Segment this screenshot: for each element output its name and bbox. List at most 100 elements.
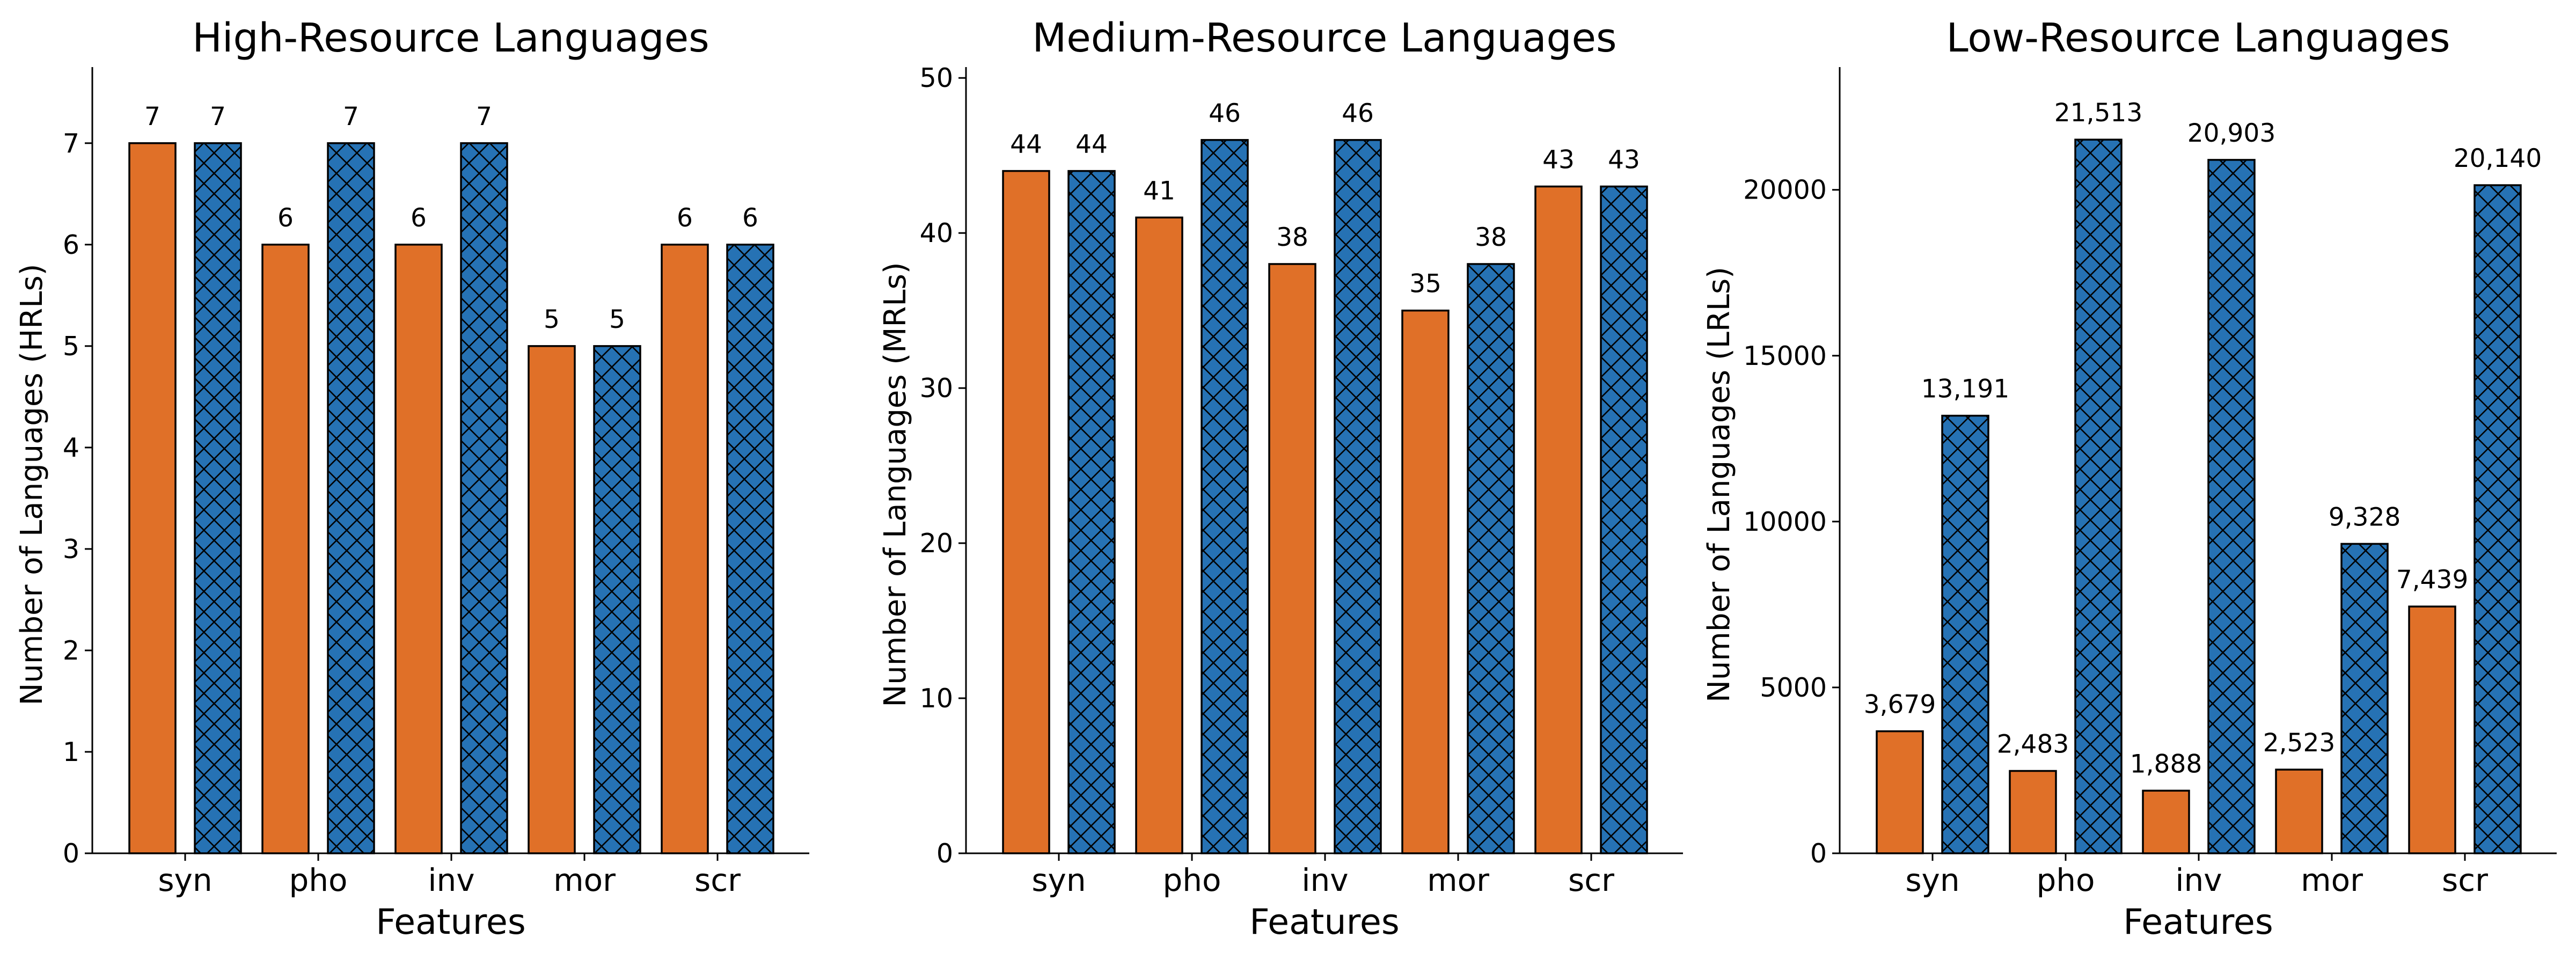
- bar-value-label: 43: [1608, 145, 1640, 174]
- chart-panel-medium-resource: Medium-Resource Languages Features Numbe…: [878, 15, 1683, 942]
- bar-solid-orange: [661, 244, 709, 854]
- y-tick-label: 10: [920, 683, 953, 714]
- bar-value-label: 21,513: [2054, 98, 2142, 128]
- y-tick-label: 40: [920, 218, 953, 248]
- bar-solid-orange: [261, 244, 310, 854]
- x-axis-label: Features: [1249, 902, 1400, 942]
- bar-solid-orange: [1268, 263, 1316, 854]
- y-tick-label: 7: [63, 128, 79, 159]
- bar-value-label: 38: [1475, 223, 1507, 252]
- bar-solid-orange: [2009, 770, 2057, 854]
- x-tick-label: scr: [694, 862, 741, 898]
- bar-solid-orange: [528, 345, 576, 854]
- y-axis-label: Number of Languages (LRLs): [1702, 267, 1737, 702]
- chart-title: Low-Resource Languages: [1946, 15, 2450, 61]
- x-tick-label: syn: [1031, 862, 1086, 898]
- y-tick-label: 1: [63, 737, 79, 767]
- bar-value-label: 7: [144, 102, 160, 131]
- bar-value-label: 43: [1542, 145, 1575, 174]
- bar-value-label: 6: [411, 203, 427, 233]
- x-axis-label: Features: [2123, 902, 2273, 942]
- y-tick-label: 20000: [1743, 175, 1827, 206]
- y-tick-label: 10000: [1743, 507, 1827, 537]
- bar-value-label: 44: [1075, 130, 1108, 159]
- y-axis-label: Number of Languages (HRLs): [14, 264, 49, 706]
- bar-value-label: 7: [343, 102, 359, 131]
- x-tick-label: mor: [2301, 862, 2363, 898]
- plot-area: 0 5000 10000 15000 20000 syn 3,679 13,191 pho 2,4…: [1743, 67, 2557, 898]
- bar-value-label: 38: [1276, 223, 1308, 252]
- plot-area: 0 1 2 3 4 5 6 7 syn 7 7 pho 6 7 inv 6 7 mor 5 5 scr 6 6: [63, 67, 809, 898]
- y-tick-label: 20: [920, 528, 953, 559]
- bar-crosshatch-blue: [593, 345, 641, 854]
- y-axis-label: Number of Languages (MRLs): [878, 262, 913, 707]
- bar-solid-orange: [2142, 789, 2190, 854]
- bar-crosshatch-blue: [2074, 138, 2123, 854]
- bar-crosshatch-blue: [1600, 185, 1648, 854]
- y-tick-label: 30: [920, 373, 953, 404]
- bar-crosshatch-blue: [2473, 184, 2522, 854]
- bar-value-label: 41: [1143, 176, 1175, 206]
- bar-value-label: 35: [1409, 269, 1441, 299]
- y-tick-label: 5000: [1760, 672, 1827, 703]
- bar-value-label: 7: [476, 102, 492, 131]
- bar-crosshatch-blue: [1201, 139, 1249, 854]
- x-tick-label: pho: [1162, 862, 1221, 898]
- bar-crosshatch-blue: [460, 142, 508, 854]
- bar-value-label: 7: [210, 102, 226, 131]
- x-tick-label: scr: [1568, 862, 1614, 898]
- y-tick-label: 0: [63, 838, 79, 869]
- x-tick-label: inv: [2175, 862, 2222, 898]
- chart-title: High-Resource Languages: [192, 15, 709, 61]
- bar-value-label: 13,191: [1921, 375, 2009, 404]
- bar-value-label: 3,679: [1864, 690, 1936, 720]
- bar-solid-orange: [2408, 605, 2456, 854]
- y-tick-label: 15000: [1743, 341, 1827, 371]
- bar-value-label: 46: [1342, 99, 1374, 128]
- bar-value-label: 6: [677, 203, 693, 233]
- bar-value-label: 6: [742, 203, 758, 233]
- x-tick-label: inv: [428, 862, 474, 898]
- bar-solid-orange: [394, 244, 443, 854]
- y-tick-label: 6: [63, 230, 79, 260]
- chart-panel-high-resource: High-Resource Languages Features Number …: [14, 15, 809, 942]
- x-tick-label: syn: [158, 862, 212, 898]
- plot-area: 0 10 20 30 40 50 syn 44 44 pho 41 46 inv 38 46 mor 35 38 s…: [920, 63, 1683, 898]
- x-tick-label: mor: [553, 862, 616, 898]
- bar-crosshatch-blue: [1334, 139, 1382, 854]
- bar-value-label: 20,140: [2454, 144, 2542, 173]
- bar-crosshatch-blue: [2207, 159, 2256, 854]
- chart-panel-low-resource: Low-Resource Languages Features Number o…: [1702, 15, 2557, 942]
- y-tick-label: 0: [1810, 838, 1827, 869]
- x-tick-label: mor: [1427, 862, 1489, 898]
- bar-solid-orange: [2275, 769, 2323, 854]
- bar-crosshatch-blue: [726, 244, 774, 854]
- bar-value-label: 7,439: [2396, 565, 2469, 595]
- bar-crosshatch-blue: [2340, 543, 2389, 854]
- x-axis-label: Features: [376, 902, 526, 942]
- chart-title: Medium-Resource Languages: [1032, 15, 1616, 61]
- y-tick-label: 0: [936, 838, 953, 869]
- y-tick-label: 3: [63, 534, 79, 565]
- bar-crosshatch-blue: [1941, 414, 1989, 854]
- bar-crosshatch-blue: [1067, 170, 1116, 854]
- bar-value-label: 5: [544, 305, 560, 334]
- x-tick-label: scr: [2442, 862, 2488, 898]
- bar-value-label: 5: [609, 305, 625, 334]
- bar-crosshatch-blue: [194, 142, 242, 854]
- bar-solid-orange: [1534, 185, 1583, 854]
- bar-value-label: 20,903: [2187, 119, 2275, 148]
- x-tick-label: inv: [1301, 862, 1348, 898]
- bar-solid-orange: [128, 142, 177, 854]
- bar-value-label: 2,483: [1997, 730, 2069, 759]
- bar-value-label: 2,523: [2263, 728, 2336, 758]
- bar-value-label: 1,888: [2130, 749, 2202, 779]
- bar-solid-orange: [1401, 309, 1450, 854]
- y-tick-label: 2: [63, 635, 79, 666]
- bar-solid-orange: [1002, 170, 1050, 854]
- y-tick-label: 5: [63, 331, 79, 362]
- x-tick-label: syn: [1905, 862, 1959, 898]
- y-tick-label: 4: [63, 433, 79, 463]
- bar-crosshatch-blue: [327, 142, 375, 854]
